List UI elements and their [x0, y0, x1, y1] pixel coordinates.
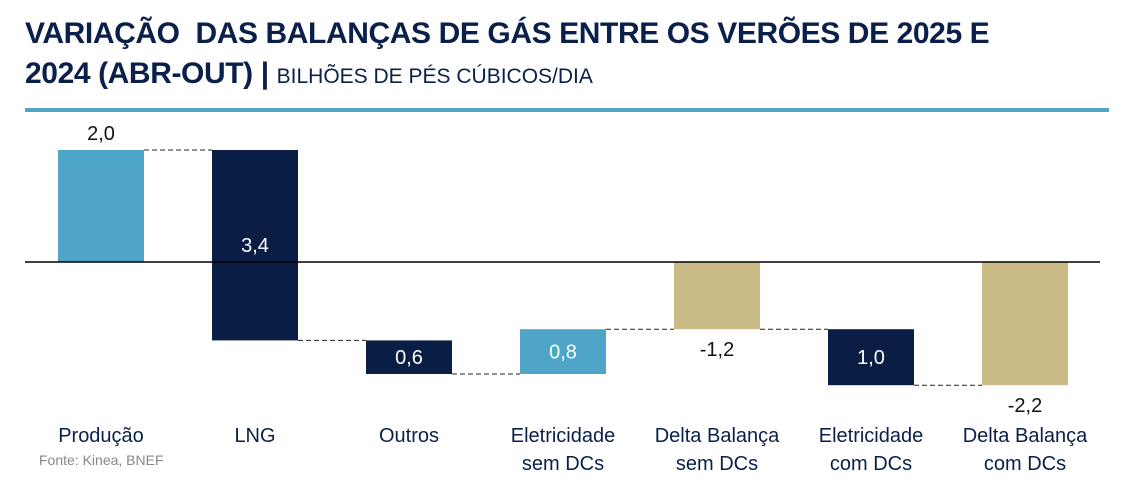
- chart-title: VARIAÇÃO DAS BALANÇAS DE GÁS ENTRE OS VE…: [25, 14, 990, 97]
- bar-4: [674, 262, 760, 330]
- category-label: LNG: [234, 425, 275, 447]
- category-label: Delta Balança: [655, 425, 780, 447]
- bar-3: [520, 329, 606, 374]
- title-line-2: 2024 (ABR-OUT) | BILHÕES DE PÉS CÚBICOS/…: [25, 54, 989, 97]
- category-label: sem DCs: [522, 453, 604, 475]
- category-label: sem DCs: [676, 453, 758, 475]
- category-label: com DCs: [984, 453, 1066, 475]
- category-label: Outros: [379, 425, 439, 447]
- data-label: -2,2: [1008, 395, 1042, 417]
- category-label: Produção: [58, 425, 144, 447]
- title-period: 2024 (ABR-OUT): [25, 57, 253, 90]
- data-label: 1,0: [857, 347, 885, 369]
- category-label: com DCs: [830, 453, 912, 475]
- title-line-1: VARIAÇÃO DAS BALANÇAS DE GÁS ENTRE OS VE…: [25, 17, 990, 50]
- bar-0: [58, 150, 144, 262]
- data-label: 2,0: [87, 123, 115, 145]
- data-label: 0,8: [549, 342, 577, 364]
- data-label: 3,4: [241, 235, 269, 257]
- category-label: Eletricidade: [819, 425, 924, 447]
- source-note: Fonte: Kinea, BNEF: [39, 452, 164, 468]
- data-label: 0,6: [395, 347, 423, 369]
- bar-6: [982, 262, 1068, 386]
- header-rule: [25, 108, 1109, 112]
- category-label: Delta Balança: [963, 425, 1088, 447]
- category-label: Eletricidade: [511, 425, 616, 447]
- chart-subtitle: BILHÕES DE PÉS CÚBICOS/DIA: [276, 65, 593, 88]
- bar-5: [828, 329, 914, 386]
- data-label: -1,2: [700, 339, 734, 361]
- bar-2: [366, 340, 452, 374]
- title-separator: |: [260, 57, 269, 90]
- bar-1: [212, 150, 298, 341]
